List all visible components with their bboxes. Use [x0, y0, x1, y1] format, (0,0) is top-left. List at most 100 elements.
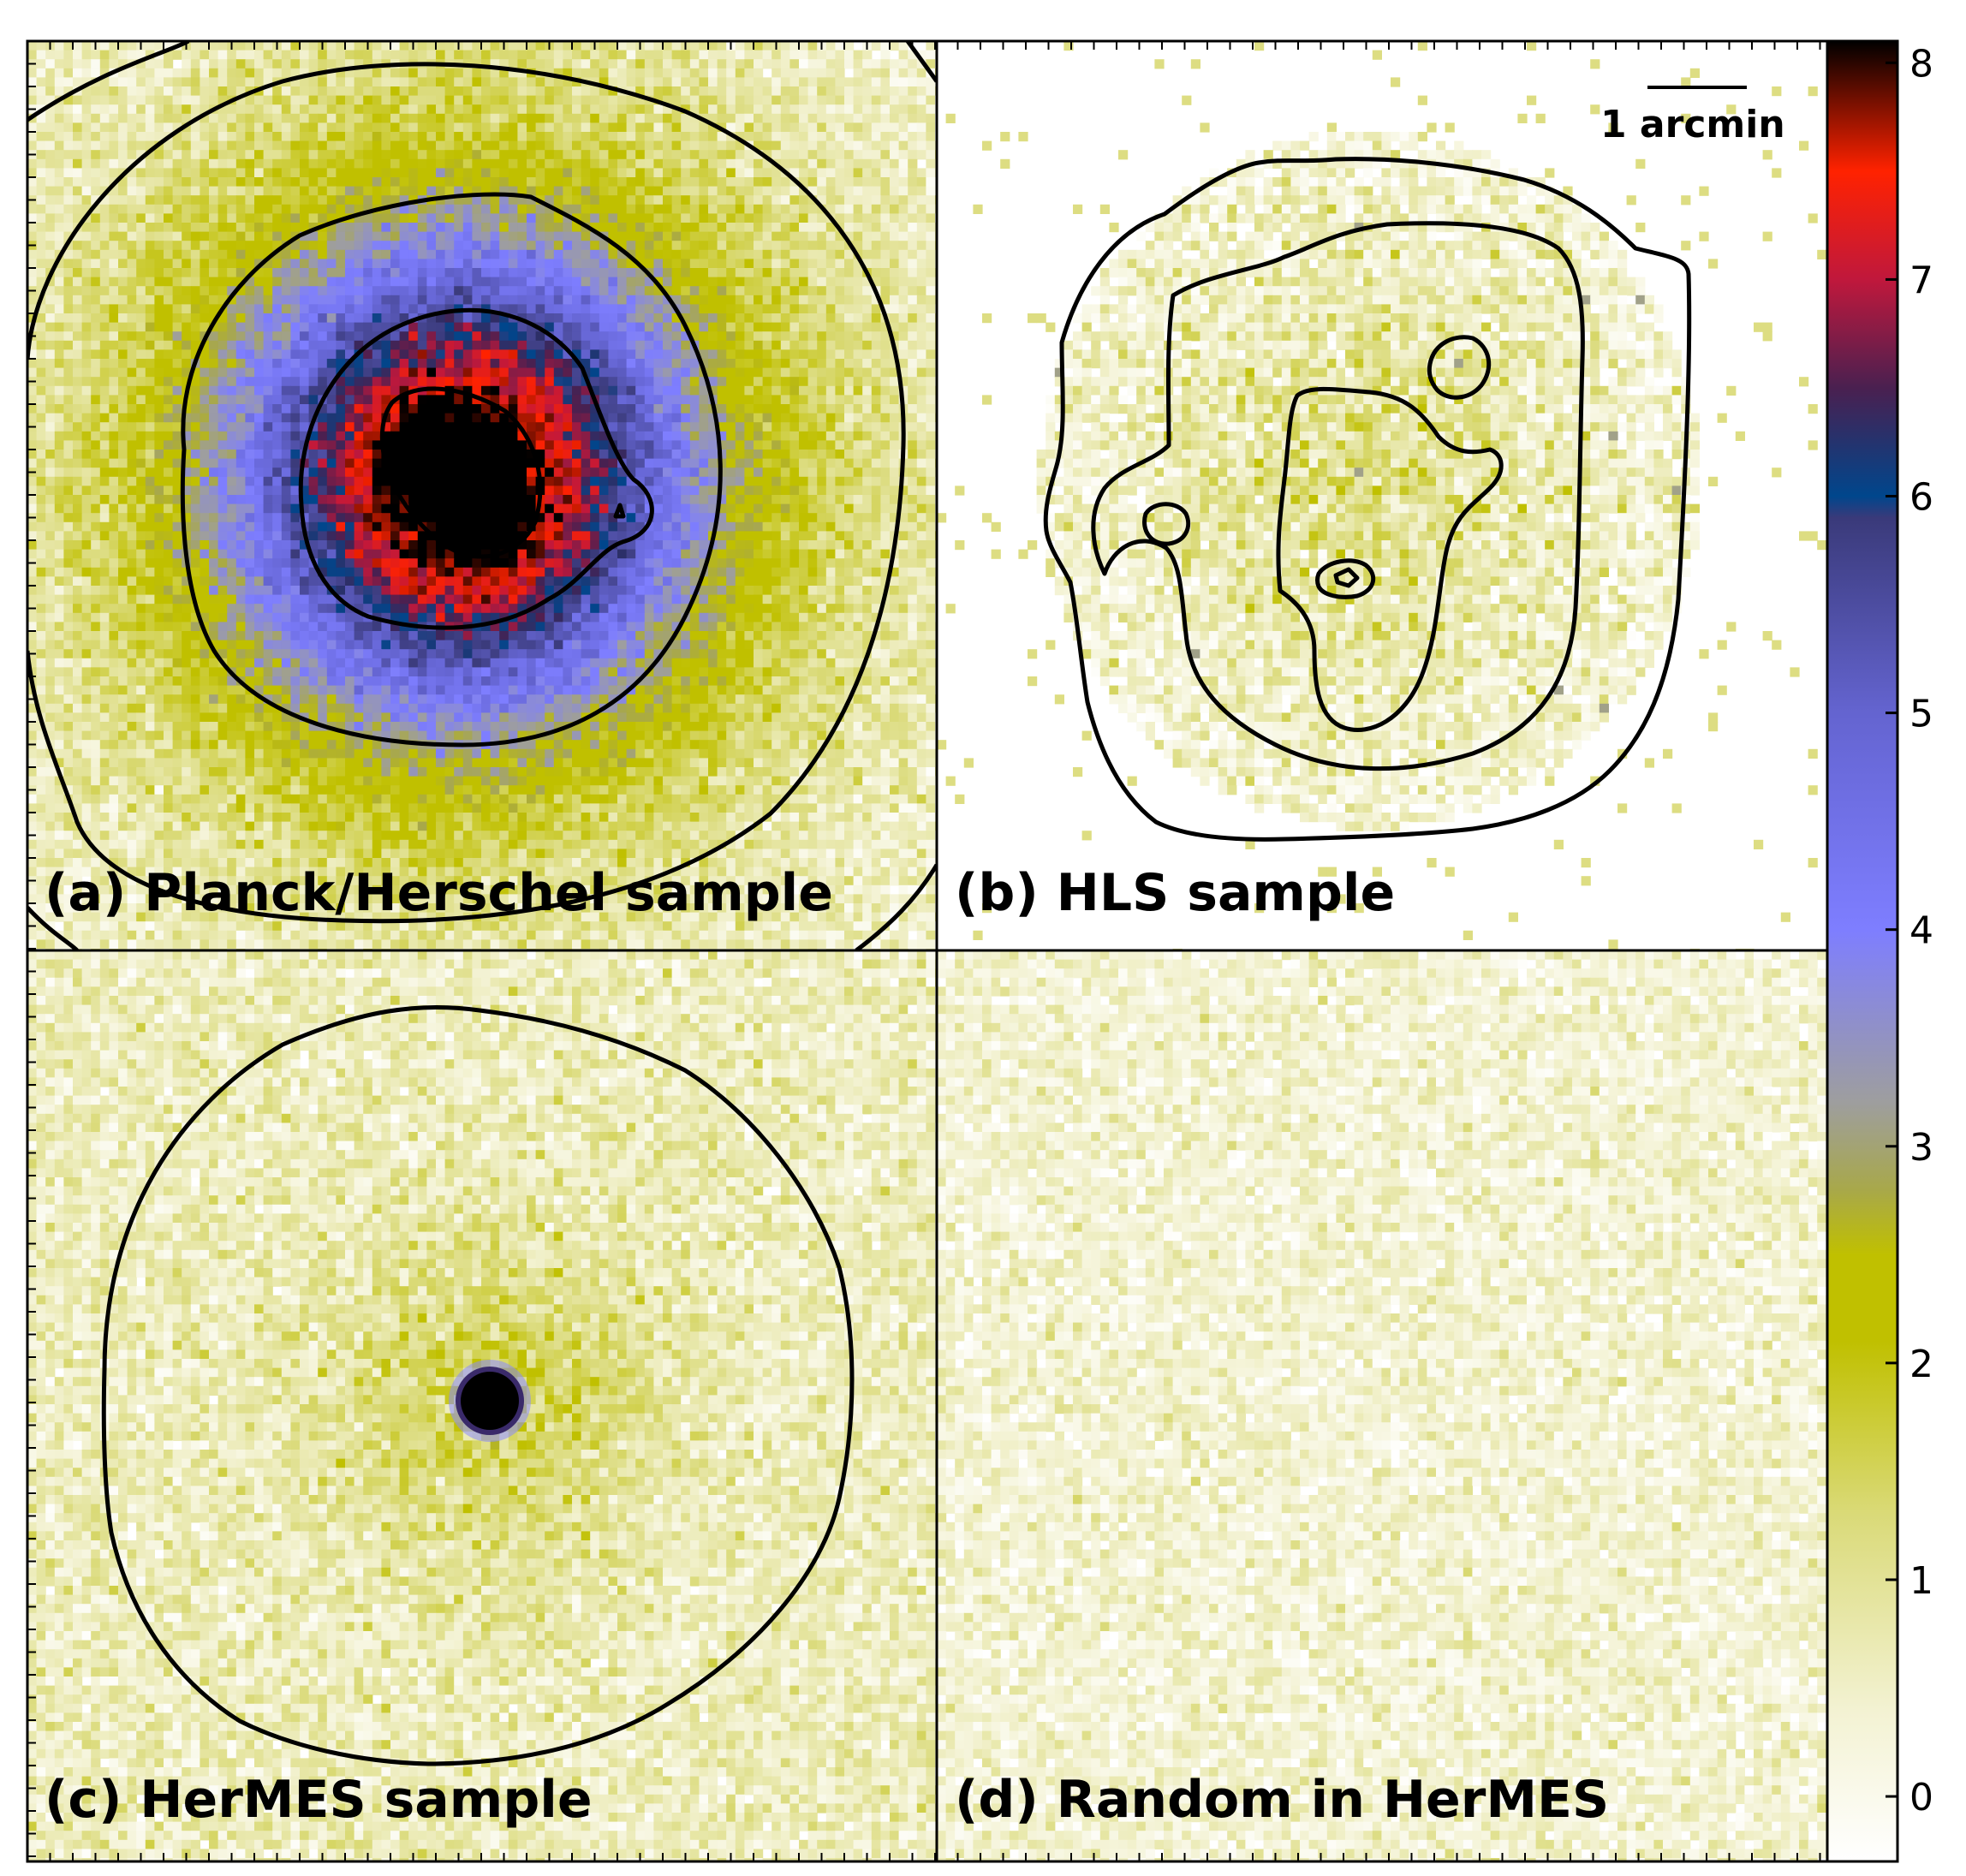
panel-a-pixel — [381, 213, 391, 223]
panel-a-pixel — [36, 404, 46, 414]
panel-a-pixel — [200, 168, 210, 178]
panel-a-pixel — [608, 122, 618, 133]
panel-a-pixel — [426, 476, 437, 486]
panel-a-pixel — [45, 331, 56, 342]
panel-a-pixel — [663, 231, 673, 241]
panel-a-pixel — [127, 231, 137, 241]
panel-a-pixel — [63, 204, 74, 214]
panel-a-pixel — [572, 168, 582, 178]
panel-a-pixel — [617, 404, 628, 414]
panel-a-pixel — [599, 349, 609, 360]
panel-a-pixel — [663, 468, 673, 478]
panel-a-pixel — [200, 367, 210, 378]
panel-a-pixel — [835, 204, 845, 214]
panel-a-pixel — [799, 86, 809, 97]
panel-a-pixel — [235, 385, 246, 396]
panel-a-pixel — [689, 241, 700, 251]
panel-a-pixel — [145, 122, 155, 133]
panel-a-pixel — [499, 95, 509, 105]
panel-a-pixel — [681, 150, 691, 160]
panel-a-pixel — [354, 431, 364, 441]
panel-a-pixel — [754, 286, 764, 296]
panel-a-pixel — [527, 113, 537, 123]
panel-a-pixel — [91, 286, 101, 296]
panel-a-pixel — [898, 385, 909, 396]
panel-a-pixel — [699, 377, 709, 387]
panel-a-pixel — [553, 331, 563, 342]
panel-a-pixel — [708, 377, 718, 387]
panel-a-pixel — [154, 413, 164, 423]
panel-a-pixel — [481, 195, 492, 205]
panel-a-pixel — [898, 132, 909, 142]
panel-a-pixel — [653, 468, 664, 478]
panel-a-pixel — [81, 113, 92, 123]
panel-a-pixel — [235, 259, 246, 269]
panel-a-pixel — [626, 259, 636, 269]
panel-a-pixel — [825, 158, 836, 169]
panel-a-pixel — [73, 241, 83, 251]
panel-a-pixel — [91, 349, 101, 360]
panel-a-pixel — [626, 413, 636, 423]
panel-a-pixel — [336, 95, 346, 105]
panel-a-pixel — [272, 286, 283, 296]
panel-a-pixel — [572, 377, 582, 387]
panel-a-pixel — [399, 349, 409, 360]
panel-a-pixel — [799, 204, 809, 214]
panel-a-pixel — [190, 41, 200, 51]
panel-a-pixel — [281, 440, 291, 450]
panel-a-pixel — [245, 41, 255, 51]
panel-a-pixel — [535, 340, 545, 350]
panel-a-pixel — [853, 413, 863, 423]
panel-a-pixel — [281, 458, 291, 468]
panel-a-pixel — [517, 458, 527, 468]
panel-a-pixel — [272, 385, 283, 396]
panel-a-pixel — [426, 422, 437, 432]
panel-a-pixel — [245, 77, 255, 87]
panel-a-pixel — [754, 468, 764, 478]
panel-a-pixel — [209, 367, 219, 378]
panel-a-pixel — [426, 168, 437, 178]
panel-a-pixel — [81, 450, 92, 460]
panel-a-pixel — [399, 168, 409, 178]
panel-a-pixel — [281, 195, 291, 205]
panel-a-pixel — [735, 422, 745, 432]
panel-a-pixel — [789, 395, 800, 405]
panel-a-pixel — [308, 404, 319, 414]
panel-a-pixel — [326, 277, 337, 287]
panel-a-pixel — [508, 158, 518, 169]
panel-a-pixel — [81, 404, 92, 414]
panel-a-pixel — [45, 277, 56, 287]
panel-a-pixel — [835, 468, 845, 478]
panel-a-pixel — [772, 195, 782, 205]
panel-a-pixel — [172, 68, 182, 78]
panel-a-pixel — [527, 122, 537, 133]
panel-a-pixel — [490, 404, 500, 414]
panel-a-pixel — [308, 377, 319, 387]
panel-a-pixel — [772, 177, 782, 188]
panel-a-pixel — [908, 395, 918, 405]
panel-a-pixel — [172, 286, 182, 296]
panel-a-pixel — [408, 223, 419, 233]
panel-a-pixel — [227, 122, 237, 133]
panel-a-pixel — [136, 104, 146, 115]
panel-a-pixel — [626, 150, 636, 160]
panel-a-pixel — [200, 86, 210, 97]
panel-a-pixel — [235, 413, 246, 423]
panel-a-pixel — [708, 104, 718, 115]
panel-a-pixel — [217, 259, 228, 269]
panel-a-pixel — [200, 204, 210, 214]
panel-a-pixel — [91, 277, 101, 287]
panel-a-pixel — [444, 41, 455, 51]
panel-a-pixel — [744, 50, 754, 60]
panel-a-pixel — [689, 385, 700, 396]
panel-a-pixel — [535, 313, 545, 324]
panel-a-pixel — [799, 213, 809, 223]
panel-a-pixel — [136, 422, 146, 432]
panel-a-pixel — [653, 150, 664, 160]
panel-a-pixel — [762, 377, 772, 387]
panel-a-pixel — [336, 113, 346, 123]
panel-a-pixel — [890, 277, 900, 287]
panel-a-pixel — [54, 295, 64, 305]
panel-a-pixel — [527, 231, 537, 241]
panel-a-pixel — [308, 395, 319, 405]
